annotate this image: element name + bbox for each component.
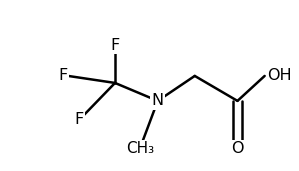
Text: O: O [231, 141, 244, 156]
Text: F: F [74, 112, 84, 127]
Text: CH₃: CH₃ [126, 141, 154, 156]
Text: F: F [110, 38, 120, 53]
Text: N: N [152, 93, 164, 108]
Text: F: F [58, 68, 67, 83]
Text: OH: OH [267, 68, 292, 83]
